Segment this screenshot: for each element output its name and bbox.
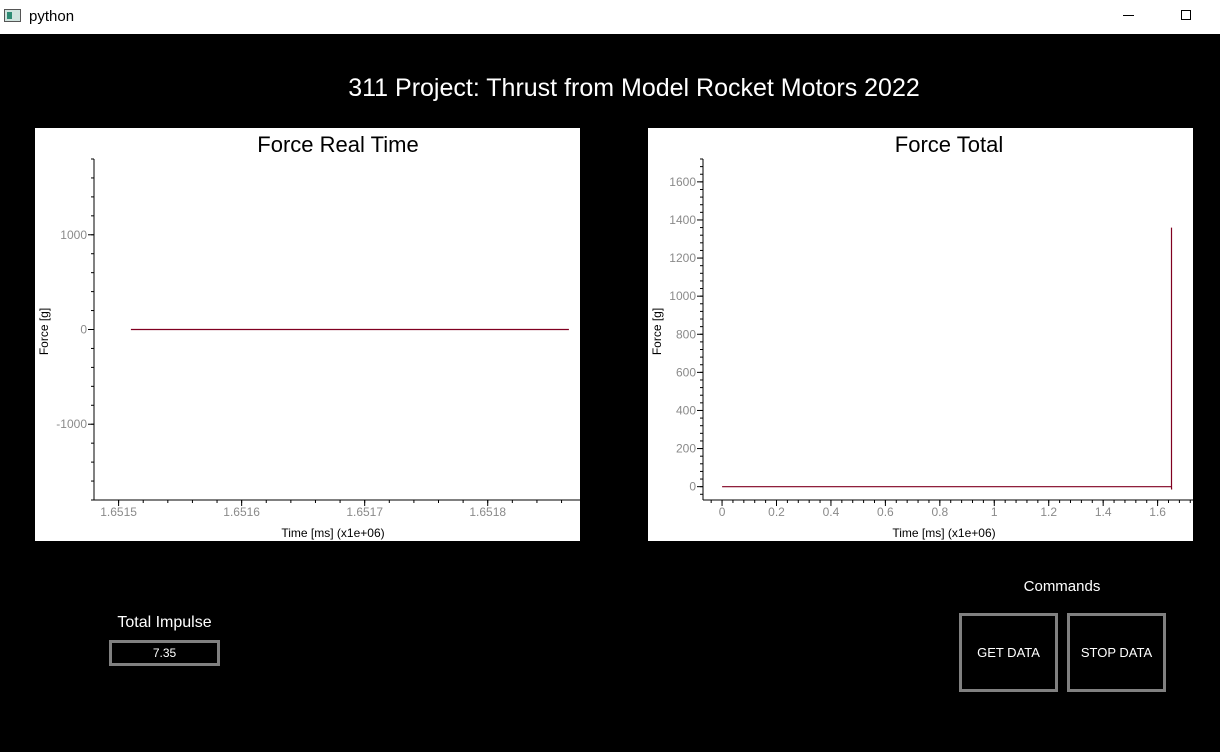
- python-app-icon: [4, 9, 21, 22]
- force-real-time-chart: Force Real Time 1.6515 1.6516 1.6517 1.6518 -…: [37, 132, 580, 540]
- x-axis-label: Time [ms] (x1e+06): [281, 526, 384, 540]
- x-tick-label: 0: [719, 505, 726, 519]
- y-tick-label: -1000: [56, 417, 87, 431]
- y-tick-label: 400: [676, 403, 696, 417]
- x-tick-label: 1.6516: [223, 505, 260, 519]
- y-tick-label: 200: [676, 442, 696, 456]
- y-tick-label: 1200: [669, 251, 696, 265]
- y-tick-label: 1000: [669, 289, 696, 303]
- stop-data-button[interactable]: STOP DATA: [1067, 613, 1166, 692]
- y-tick-label: 1000: [60, 228, 87, 242]
- chart-title: Force Real Time: [257, 132, 418, 157]
- page-title: 311 Project: Thrust from Model Rocket Mo…: [348, 74, 920, 102]
- x-tick-label: 0.2: [768, 505, 785, 519]
- y-tick-label: 600: [676, 365, 696, 379]
- x-tick-label: 1: [991, 505, 998, 519]
- window-title: python: [29, 8, 75, 25]
- x-tick-label: 1.4: [1095, 505, 1112, 519]
- y-axis-label: Force [g]: [37, 308, 51, 355]
- minimize-button[interactable]: [1101, 0, 1157, 34]
- x-axis-label: Time [ms] (x1e+06): [892, 526, 995, 540]
- window-titlebar: python: [0, 0, 1220, 34]
- x-tick-label: 1.2: [1040, 505, 1057, 519]
- get-data-button[interactable]: GET DATA: [959, 613, 1058, 692]
- x-tick-label: 0.6: [877, 505, 894, 519]
- force-total-chart: Force Total 0 0.2 0.4 0.6 0.8 1 1.2 1.4 1.6 0 200 40…: [650, 132, 1193, 540]
- commands-label: Commands: [1023, 578, 1101, 595]
- y-tick-label: 1600: [669, 175, 696, 189]
- y-tick-label: 1400: [669, 213, 696, 227]
- maximize-button[interactable]: [1158, 0, 1214, 34]
- y-tick-label: 0: [80, 323, 87, 337]
- x-tick-label: 0.4: [823, 505, 840, 519]
- x-tick-label: 1.6517: [346, 505, 383, 519]
- force-real-time-plot[interactable]: Force Real Time 1.6515 1.6516 1.6517 1.6518 -…: [35, 128, 580, 541]
- force-total-plot[interactable]: Force Total 0 0.2 0.4 0.6 0.8 1 1.2 1.4 1.6 0 200 40…: [648, 128, 1193, 541]
- total-impulse-label: Total Impulse: [117, 614, 212, 631]
- x-tick-label: 1.6515: [100, 505, 137, 519]
- x-tick-label: 0.8: [931, 505, 948, 519]
- y-axis-label: Force [g]: [650, 308, 664, 355]
- total-impulse-value: 7.35: [109, 640, 220, 666]
- chart-title: Force Total: [895, 132, 1003, 157]
- y-tick-label: 800: [676, 327, 696, 341]
- x-tick-label: 1.6: [1149, 505, 1166, 519]
- series-line-0: [722, 227, 1173, 490]
- x-tick-label: 1.6518: [469, 505, 506, 519]
- y-tick-label: 0: [689, 480, 696, 494]
